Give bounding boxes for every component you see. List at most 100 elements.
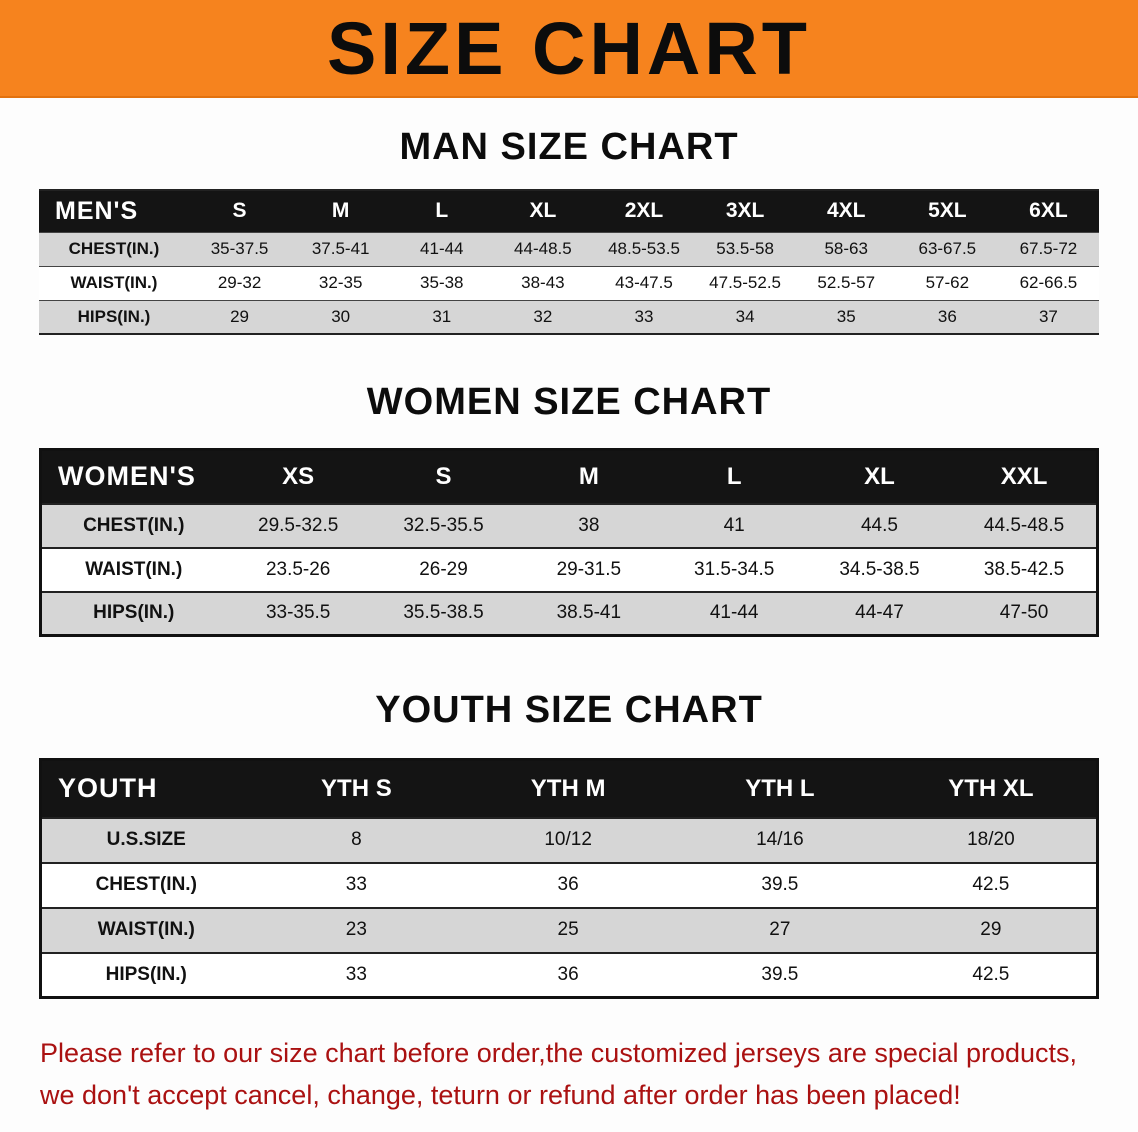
women-row-label: WAIST(IN.) xyxy=(40,546,226,592)
youth-header-cell-label: YOUTH xyxy=(40,759,251,818)
men-section-heading: MAN SIZE CHART xyxy=(399,126,739,168)
men-value-cell: 37.5-41 xyxy=(290,231,392,266)
women-value-cell: 38 xyxy=(516,502,662,548)
youth-value-cell: 29 xyxy=(885,906,1098,953)
women-header-cell-xl: XL xyxy=(806,449,953,504)
youth-header-cell-yth-s: YTH S xyxy=(250,759,463,818)
men-value-cell: 30 xyxy=(290,299,392,334)
men-value-cell: 37 xyxy=(997,299,1099,334)
men-value-cell: 29 xyxy=(189,299,291,334)
women-value-cell: 47-50 xyxy=(952,590,1098,636)
women-header-cell-xxl: XXL xyxy=(952,449,1098,504)
youth-value-cell: 23 xyxy=(250,906,463,953)
men-value-cell: 62-66.5 xyxy=(997,265,1099,300)
men-header-cell-3xl: 3XL xyxy=(694,190,796,232)
youth-header-cell-yth-l: YTH L xyxy=(674,759,886,818)
women-value-cell: 23.5-26 xyxy=(225,546,371,592)
women-row-label: HIPS(IN.) xyxy=(40,590,226,636)
men-header-row: MEN'S S M L XL 2XL 3XL 4XL 5XL 6XL xyxy=(39,190,1099,232)
youth-value-cell: 27 xyxy=(674,906,886,953)
youth-row-label: HIPS(IN.) xyxy=(40,951,251,998)
youth-size-table: YOUTH YTH S YTH M YTH L YTH XL U.S.SIZE 8 10/12… xyxy=(39,758,1099,999)
banner: SIZE CHART xyxy=(0,0,1138,98)
women-value-cell: 29.5-32.5 xyxy=(225,502,371,548)
women-value-cell: 41-44 xyxy=(661,590,807,636)
men-value-cell: 35-38 xyxy=(391,265,493,300)
men-value-cell: 41-44 xyxy=(391,231,493,266)
youth-value-cell: 42.5 xyxy=(885,951,1098,998)
men-value-cell: 34 xyxy=(694,299,796,334)
youth-value-cell: 25 xyxy=(462,906,674,953)
youth-value-cell: 33 xyxy=(250,861,463,908)
youth-value-cell: 42.5 xyxy=(885,861,1098,908)
youth-value-cell: 8 xyxy=(250,816,463,863)
youth-header-cell-yth-xl: YTH XL xyxy=(885,759,1098,818)
women-header-cell-m: M xyxy=(516,449,662,504)
youth-value-cell: 39.5 xyxy=(674,861,886,908)
women-value-cell: 44-47 xyxy=(806,590,953,636)
men-value-cell: 47.5-52.5 xyxy=(694,265,796,300)
men-header-cell-5xl: 5XL xyxy=(896,190,998,232)
women-value-cell: 32.5-35.5 xyxy=(370,502,517,548)
women-value-cell: 29-31.5 xyxy=(516,546,662,592)
women-value-cell: 44.5 xyxy=(806,502,953,548)
men-header-cell-2xl: 2XL xyxy=(593,190,695,232)
women-value-cell: 38.5-41 xyxy=(516,590,662,636)
women-header-cell-xs: XS xyxy=(225,449,371,504)
page-title: SIZE CHART xyxy=(327,6,811,90)
youth-value-cell: 36 xyxy=(462,951,674,998)
men-value-cell: 58-63 xyxy=(795,231,897,266)
women-value-cell: 35.5-38.5 xyxy=(370,590,517,636)
men-value-cell: 67.5-72 xyxy=(997,231,1099,266)
youth-row-label: U.S.SIZE xyxy=(40,816,251,863)
women-header-cell-label: WOMEN'S xyxy=(40,449,226,504)
men-header-cell-label: MEN'S xyxy=(39,190,189,232)
men-header-cell-l: L xyxy=(391,190,493,232)
women-size-table: WOMEN'S XS S M L XL XXL CHEST(IN.) 29.5-32.5 32.5… xyxy=(39,448,1099,637)
youth-row-1: CHEST(IN.) 33 36 39.5 42.5 xyxy=(40,861,1098,908)
youth-value-cell: 10/12 xyxy=(462,816,674,863)
men-size-table: MEN'S S M L XL 2XL 3XL 4XL 5XL 6XL CHEST(IN.) 35-37… xyxy=(39,189,1099,335)
women-row-label: CHEST(IN.) xyxy=(40,502,226,548)
men-row-label: HIPS(IN.) xyxy=(39,299,189,334)
men-row-label: CHEST(IN.) xyxy=(39,231,189,266)
men-header-cell-4xl: 4XL xyxy=(795,190,897,232)
men-value-cell: 32 xyxy=(492,299,594,334)
men-value-cell: 36 xyxy=(896,299,998,334)
youth-value-cell: 18/20 xyxy=(885,816,1098,863)
youth-value-cell: 14/16 xyxy=(674,816,886,863)
men-header-cell-m: M xyxy=(290,190,392,232)
men-value-cell: 38-43 xyxy=(492,265,594,300)
women-value-cell: 33-35.5 xyxy=(225,590,371,636)
men-value-cell: 57-62 xyxy=(896,265,998,300)
women-value-cell: 44.5-48.5 xyxy=(952,502,1098,548)
men-header-cell-s: S xyxy=(189,190,291,232)
footer-note-line2: we don't accept cancel, change, teturn o… xyxy=(40,1079,961,1110)
youth-header-cell-yth-m: YTH M xyxy=(462,759,674,818)
men-value-cell: 48.5-53.5 xyxy=(593,231,695,266)
men-value-cell: 44-48.5 xyxy=(492,231,594,266)
men-value-cell: 35 xyxy=(795,299,897,334)
footer-note: Please refer to our size chart before or… xyxy=(40,1033,1098,1117)
women-value-cell: 38.5-42.5 xyxy=(952,546,1098,592)
youth-value-cell: 33 xyxy=(250,951,463,998)
women-value-cell: 41 xyxy=(661,502,807,548)
women-value-cell: 31.5-34.5 xyxy=(661,546,807,592)
women-section-heading: WOMEN SIZE CHART xyxy=(366,381,772,423)
youth-row-label: CHEST(IN.) xyxy=(40,861,251,908)
women-header-cell-s: S xyxy=(370,449,517,504)
men-value-cell: 29-32 xyxy=(189,265,291,300)
women-value-cell: 34.5-38.5 xyxy=(806,546,953,592)
youth-header-row: YOUTH YTH S YTH M YTH L YTH XL xyxy=(40,759,1098,818)
men-value-cell: 35-37.5 xyxy=(189,231,291,266)
men-header-cell-6xl: 6XL xyxy=(997,190,1099,232)
women-row-0: CHEST(IN.) 29.5-32.5 32.5-35.5 38 41 44.5 44.5… xyxy=(40,502,1098,548)
men-header-cell-xl: XL xyxy=(492,190,594,232)
men-row-1: WAIST(IN.) 29-32 32-35 35-38 38-43 43-47.5 47.… xyxy=(39,265,1099,300)
youth-row-3: HIPS(IN.) 33 36 39.5 42.5 xyxy=(40,951,1098,998)
men-row-0: CHEST(IN.) 35-37.5 37.5-41 41-44 44-48.5 48.5… xyxy=(39,231,1099,266)
footer-note-line1: Please refer to our size chart before or… xyxy=(40,1038,1078,1068)
men-row-label: WAIST(IN.) xyxy=(39,265,189,300)
women-header-cell-l: L xyxy=(661,449,807,504)
